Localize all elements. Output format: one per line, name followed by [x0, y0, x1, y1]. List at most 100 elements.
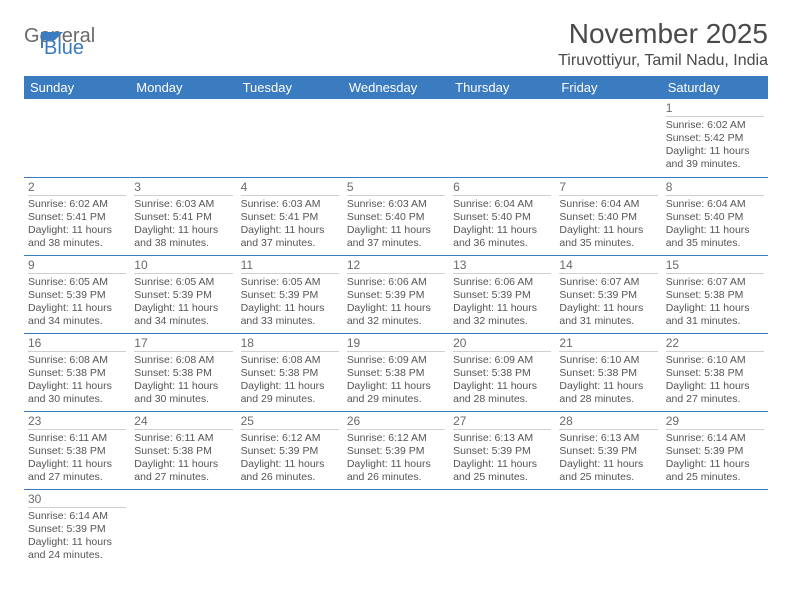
day-number: 24 [134, 414, 232, 430]
day-number: 23 [28, 414, 126, 430]
day-info: Sunrise: 6:04 AMSunset: 5:40 PMDaylight:… [666, 198, 764, 251]
day-number: 7 [559, 180, 657, 196]
day-number: 26 [347, 414, 445, 430]
calendar-cell: 25Sunrise: 6:12 AMSunset: 5:39 PMDayligh… [237, 411, 343, 489]
day-number: 21 [559, 336, 657, 352]
calendar-cell: 9Sunrise: 6:05 AMSunset: 5:39 PMDaylight… [24, 255, 130, 333]
logo-flag-icon [41, 28, 67, 50]
calendar-cell: 1 Sunrise: 6:02 AMSunset: 5:42 PMDaylight… [662, 99, 768, 177]
weekday-header: Friday [555, 76, 661, 99]
calendar-row: 16Sunrise: 6:08 AMSunset: 5:38 PMDayligh… [24, 333, 768, 411]
day-info: Sunrise: 6:02 AMSunset: 5:41 PMDaylight:… [28, 198, 126, 251]
calendar-cell: 2 Sunrise: 6:02 AMSunset: 5:41 PMDaylight… [24, 177, 130, 255]
title-block: November 2025 Tiruvottiyur, Tamil Nadu, … [558, 18, 768, 70]
calendar-cell: 10 Sunrise: 6:05 AMSunset: 5:39 PMDayligh… [130, 255, 236, 333]
day-number: 6 [453, 180, 551, 196]
day-number: 2 [28, 180, 126, 196]
day-info: Sunrise: 6:04 AMSunset: 5:40 PMDaylight:… [453, 198, 551, 251]
day-number: 13 [453, 258, 551, 274]
logo: General Blue [24, 18, 67, 58]
day-number: 3 [134, 180, 232, 196]
day-number: 5 [347, 180, 445, 196]
location: Tiruvottiyur, Tamil Nadu, India [558, 52, 768, 70]
day-number: 14 [559, 258, 657, 274]
calendar-cell-empty [662, 489, 768, 567]
day-info: Sunrise: 6:05 AMSunset: 5:39 PMDaylight:… [28, 276, 126, 329]
weekday-header: Wednesday [343, 76, 449, 99]
day-info: Sunrise: 6:10 AMSunset: 5:38 PMDaylight:… [666, 354, 764, 407]
day-info: Sunrise: 6:09 AMSunset: 5:38 PMDaylight:… [453, 354, 551, 407]
calendar-cell: 12Sunrise: 6:06 AMSunset: 5:39 PMDayligh… [343, 255, 449, 333]
calendar-cell: 8 Sunrise: 6:04 AMSunset: 5:40 PMDaylight… [662, 177, 768, 255]
calendar-cell: 16Sunrise: 6:08 AMSunset: 5:38 PMDayligh… [24, 333, 130, 411]
calendar-cell: 13Sunrise: 6:06 AMSunset: 5:39 PMDayligh… [449, 255, 555, 333]
day-number: 1 [666, 101, 764, 117]
day-number: 20 [453, 336, 551, 352]
day-info: Sunrise: 6:14 AMSunset: 5:39 PMDaylight:… [28, 510, 126, 563]
day-info: Sunrise: 6:03 AMSunset: 5:41 PMDaylight:… [241, 198, 339, 251]
day-info: Sunrise: 6:11 AMSunset: 5:38 PMDaylight:… [28, 432, 126, 485]
day-info: Sunrise: 6:05 AMSunset: 5:39 PMDaylight:… [241, 276, 339, 329]
calendar-header-row: SundayMondayTuesdayWednesdayThursdayFrid… [24, 76, 768, 99]
day-info: Sunrise: 6:07 AMSunset: 5:38 PMDaylight:… [666, 276, 764, 329]
day-number: 17 [134, 336, 232, 352]
weekday-header: Thursday [449, 76, 555, 99]
day-info: Sunrise: 6:12 AMSunset: 5:39 PMDaylight:… [347, 432, 445, 485]
calendar-cell-empty [24, 99, 130, 177]
calendar-cell: 20 Sunrise: 6:09 AMSunset: 5:38 PMDayligh… [449, 333, 555, 411]
calendar-cell: 27 Sunrise: 6:13 AMSunset: 5:39 PMDayligh… [449, 411, 555, 489]
header: General Blue November 2025 Tiruvottiyur,… [24, 18, 768, 70]
day-number: 22 [666, 336, 764, 352]
calendar-cell: 14 Sunrise: 6:07 AMSunset: 5:39 PMDayligh… [555, 255, 661, 333]
calendar-table: SundayMondayTuesdayWednesdayThursdayFrid… [24, 76, 768, 567]
weekday-header: Sunday [24, 76, 130, 99]
calendar-row: 23 Sunrise: 6:11 AMSunset: 5:38 PMDayligh… [24, 411, 768, 489]
day-info: Sunrise: 6:03 AMSunset: 5:41 PMDaylight:… [134, 198, 232, 251]
calendar-cell-empty [555, 489, 661, 567]
day-info: Sunrise: 6:10 AMSunset: 5:38 PMDaylight:… [559, 354, 657, 407]
day-info: Sunrise: 6:12 AMSunset: 5:39 PMDaylight:… [241, 432, 339, 485]
day-number: 4 [241, 180, 339, 196]
day-number: 8 [666, 180, 764, 196]
calendar-cell: 5 Sunrise: 6:03 AMSunset: 5:40 PMDaylight… [343, 177, 449, 255]
calendar-cell-empty [130, 99, 236, 177]
day-number: 15 [666, 258, 764, 274]
calendar-cell: 11 Sunrise: 6:05 AMSunset: 5:39 PMDayligh… [237, 255, 343, 333]
day-number: 18 [241, 336, 339, 352]
day-info: Sunrise: 6:08 AMSunset: 5:38 PMDaylight:… [28, 354, 126, 407]
calendar-cell-empty [130, 489, 236, 567]
calendar-cell-empty [343, 99, 449, 177]
calendar-cell-empty [343, 489, 449, 567]
day-info: Sunrise: 6:07 AMSunset: 5:39 PMDaylight:… [559, 276, 657, 329]
calendar-cell: 30Sunrise: 6:14 AMSunset: 5:39 PMDayligh… [24, 489, 130, 567]
day-number: 27 [453, 414, 551, 430]
month-title: November 2025 [558, 18, 768, 50]
day-info: Sunrise: 6:08 AMSunset: 5:38 PMDaylight:… [134, 354, 232, 407]
calendar-row: 30Sunrise: 6:14 AMSunset: 5:39 PMDayligh… [24, 489, 768, 567]
day-number: 10 [134, 258, 232, 274]
calendar-cell-empty [449, 489, 555, 567]
day-number: 19 [347, 336, 445, 352]
day-number: 28 [559, 414, 657, 430]
calendar-cell: 28 Sunrise: 6:13 AMSunset: 5:39 PMDayligh… [555, 411, 661, 489]
day-info: Sunrise: 6:14 AMSunset: 5:39 PMDaylight:… [666, 432, 764, 485]
calendar-cell: 22 Sunrise: 6:10 AMSunset: 5:38 PMDayligh… [662, 333, 768, 411]
calendar-cell-empty [237, 489, 343, 567]
day-info: Sunrise: 6:03 AMSunset: 5:40 PMDaylight:… [347, 198, 445, 251]
calendar-cell: 6 Sunrise: 6:04 AMSunset: 5:40 PMDaylight… [449, 177, 555, 255]
day-number: 29 [666, 414, 764, 430]
day-number: 11 [241, 258, 339, 274]
day-info: Sunrise: 6:09 AMSunset: 5:38 PMDaylight:… [347, 354, 445, 407]
calendar-cell: 18Sunrise: 6:08 AMSunset: 5:38 PMDayligh… [237, 333, 343, 411]
day-info: Sunrise: 6:05 AMSunset: 5:39 PMDaylight:… [134, 276, 232, 329]
day-info: Sunrise: 6:13 AMSunset: 5:39 PMDaylight:… [559, 432, 657, 485]
calendar-cell: 17 Sunrise: 6:08 AMSunset: 5:38 PMDayligh… [130, 333, 236, 411]
calendar-cell: 23 Sunrise: 6:11 AMSunset: 5:38 PMDayligh… [24, 411, 130, 489]
day-info: Sunrise: 6:13 AMSunset: 5:39 PMDaylight:… [453, 432, 551, 485]
calendar-row: 2 Sunrise: 6:02 AMSunset: 5:41 PMDaylight… [24, 177, 768, 255]
calendar-cell: 4 Sunrise: 6:03 AMSunset: 5:41 PMDaylight… [237, 177, 343, 255]
day-info: Sunrise: 6:02 AMSunset: 5:42 PMDaylight:… [666, 119, 764, 172]
calendar-cell: 19 Sunrise: 6:09 AMSunset: 5:38 PMDayligh… [343, 333, 449, 411]
calendar-row: 9Sunrise: 6:05 AMSunset: 5:39 PMDaylight… [24, 255, 768, 333]
calendar-cell: 7Sunrise: 6:04 AMSunset: 5:40 PMDaylight… [555, 177, 661, 255]
